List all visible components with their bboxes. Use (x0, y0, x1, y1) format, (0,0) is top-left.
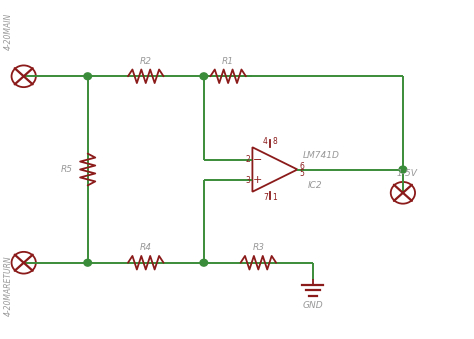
Text: 1-5V: 1-5V (396, 169, 417, 178)
Circle shape (200, 259, 208, 266)
Text: 6: 6 (300, 162, 304, 171)
Text: 7: 7 (263, 193, 268, 202)
Text: GND: GND (302, 301, 323, 310)
Circle shape (84, 73, 91, 80)
Text: R3: R3 (252, 243, 264, 252)
Text: R2: R2 (140, 57, 152, 66)
Text: 4-20MARETURN: 4-20MARETURN (4, 256, 13, 316)
Text: 2: 2 (246, 155, 251, 164)
Circle shape (200, 73, 208, 80)
Text: 1: 1 (273, 193, 277, 202)
Text: R1: R1 (222, 57, 234, 66)
Text: 4-20MAIN: 4-20MAIN (4, 13, 13, 51)
Text: +: + (253, 175, 262, 185)
Text: R5: R5 (61, 165, 73, 174)
Text: 5: 5 (300, 169, 304, 178)
Text: −: − (253, 155, 262, 165)
Text: LM741D: LM741D (303, 152, 340, 160)
Text: 8: 8 (273, 137, 277, 146)
Text: IC2: IC2 (308, 181, 322, 190)
Circle shape (84, 259, 91, 266)
Text: R4: R4 (140, 243, 152, 252)
Text: 4: 4 (263, 137, 268, 146)
Circle shape (399, 166, 407, 173)
Text: 3: 3 (246, 176, 251, 185)
